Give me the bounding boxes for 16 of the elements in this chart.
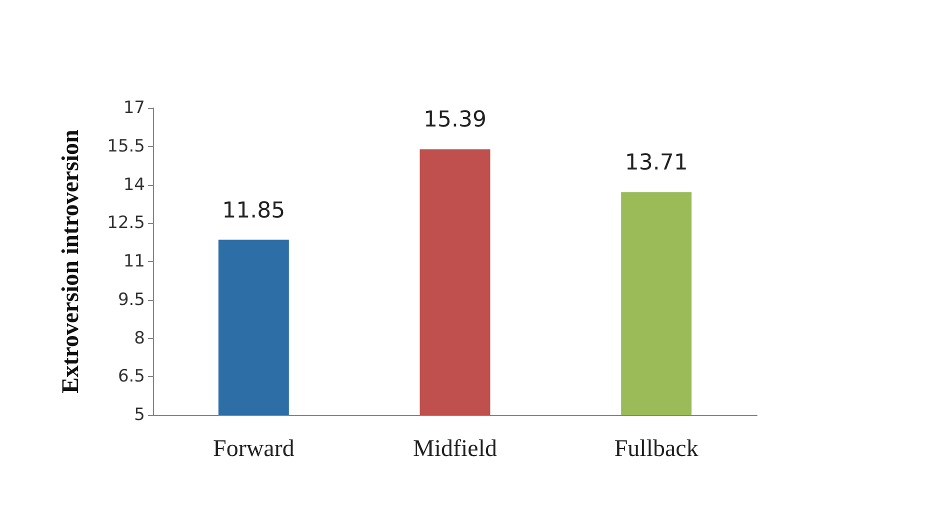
data-label: 11.85 [222,198,286,224]
x-tick-label: Forward [213,436,294,462]
y-tick-label: 6.5 [118,366,145,387]
y-tick-label: 12.5 [107,213,145,234]
y-tick-label: 17 [123,98,145,118]
data-label: 13.71 [624,150,688,176]
y-tick-label: 14 [123,174,145,195]
x-tick-label: Midfield [413,436,497,462]
y-tick-label: 15.5 [107,136,145,156]
y-tick-label: 8 [134,328,145,348]
y-tick-label: 11 [123,252,145,272]
y-axis-title: Extroversion introversion [58,130,84,394]
y-tick-label: 9.5 [118,290,145,310]
y-tick-label: 5 [134,405,145,425]
x-tick-label: Fullback [614,436,698,462]
data-label: 15.39 [424,108,486,133]
